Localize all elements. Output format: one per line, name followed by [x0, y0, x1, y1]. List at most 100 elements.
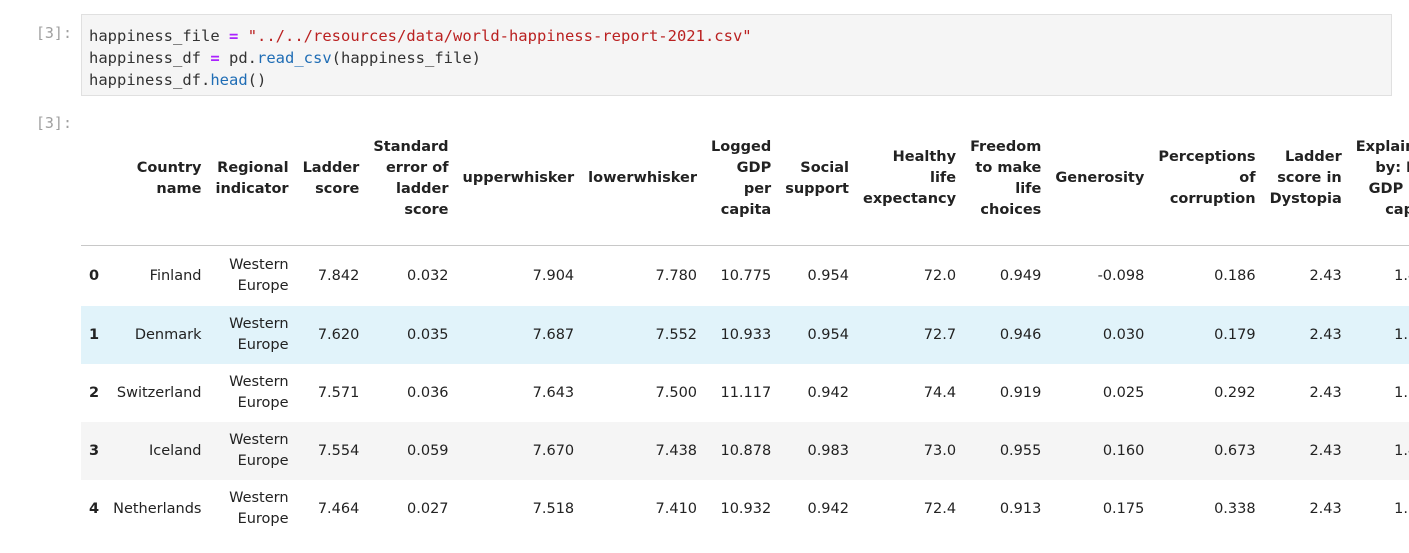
cell-regional-indicator: Western Europe	[208, 246, 295, 306]
column-header-line: choices	[980, 201, 1042, 218]
column-header-line: Standard	[373, 138, 449, 155]
table-cell: 7.438	[655, 442, 698, 459]
column-header-line: Logged	[711, 138, 772, 155]
column-header-line: Country	[136, 159, 202, 176]
output-prompt: [3]:	[35, 114, 72, 132]
table-cell: 10.878	[720, 442, 772, 459]
code-object: pd.	[229, 49, 258, 67]
cell-regional-indicator: Western Europe	[208, 364, 295, 422]
region-line: Western	[229, 256, 289, 273]
column-header-line: to make	[975, 159, 1042, 176]
table-cell: 10.775	[720, 267, 772, 284]
table-cell: 0.955	[999, 442, 1042, 459]
column-header-line: Ladder	[1284, 149, 1342, 165]
table-row[interactable]: 1 Denmark Western Europe 7.620 0.035 7.687 7.55…	[81, 305, 1409, 364]
table-cell: -0.098	[1097, 267, 1145, 284]
column-header-line: Generosity	[1055, 170, 1145, 186]
code-cell-editor[interactable]: happiness_file = "../../resources/data/w…	[81, 14, 1392, 96]
column-header-line: Regional	[217, 159, 289, 176]
table-cell: 0.983	[807, 442, 849, 459]
table-cell: 2.43	[1309, 326, 1342, 343]
table-cell: 7.780	[655, 267, 698, 284]
column-header-line: GDP per	[1368, 180, 1409, 197]
table-cell: 0.919	[999, 384, 1042, 401]
table-cell: 0.949	[999, 267, 1042, 284]
row-index: 0	[89, 267, 100, 284]
table-cell: 0.338	[1214, 500, 1256, 517]
table-cell: 72.0	[923, 267, 957, 284]
table-cell: 7.464	[317, 500, 360, 517]
cell-country-name: Finland	[149, 267, 202, 284]
table-row[interactable]: 2 Switzerland Western Europe 7.571 0.036 7.643…	[81, 364, 1409, 422]
table-cell: 7.670	[532, 442, 575, 459]
table-cell: 0.913	[999, 500, 1042, 517]
table-cell: 0.032	[407, 267, 449, 284]
row-index: 4	[89, 500, 100, 517]
code-operator: =	[229, 27, 239, 45]
dataframe-table: Country name Regional indicator Ladder score S…	[81, 112, 1409, 538]
table-cell: 0.186	[1214, 267, 1256, 284]
table-cell: 7.571	[317, 384, 360, 401]
column-header-line: corruption	[1169, 191, 1256, 207]
row-index: 2	[89, 384, 100, 401]
column-header-line: score	[404, 201, 449, 218]
table-cell: 2.43	[1309, 384, 1342, 401]
cell-country-name: Netherlands	[113, 500, 202, 517]
cell-regional-indicator: Western Europe	[208, 306, 295, 364]
code-variable: happiness_file	[89, 27, 220, 45]
table-cell: 7.518	[532, 500, 575, 517]
code-string: "../../resources/data/world-happiness-re…	[247, 27, 752, 45]
cell-country-name: Iceland	[149, 442, 202, 459]
table-row[interactable]: 4 Netherlands Western Europe 7.464 0.027 7.518…	[81, 480, 1409, 538]
table-cell: 10.932	[720, 500, 772, 517]
table-body: 0 Finland Western Europe 7.842 0.032 7.904 7.78…	[81, 246, 1409, 538]
table-cell: 73.0	[923, 442, 957, 459]
table-row[interactable]: 3 Iceland Western Europe 7.554 0.059 7.670 7.43…	[81, 421, 1409, 480]
region-line: Europe	[237, 394, 289, 411]
table-cell: 0.946	[999, 326, 1042, 343]
table-cell: 72.7	[923, 326, 957, 343]
column-header: Logged GDP per capita	[704, 112, 779, 246]
table-cell: 1.482	[1394, 442, 1409, 459]
column-header: Explained by: Log GDP per capita	[1348, 112, 1409, 246]
table-cell: 7.554	[317, 442, 360, 459]
code-function: read_csv	[257, 49, 332, 67]
column-header-line: Healthy	[892, 149, 957, 165]
table-cell: 11.117	[720, 384, 772, 401]
column-header-line: per	[743, 180, 772, 197]
table-cell: 7.643	[532, 384, 575, 401]
table-cell: 7.842	[317, 267, 360, 284]
code-line-2: happiness_df = pd.read_csv(happiness_fil…	[89, 47, 1391, 69]
column-header: Freedom to make life choices	[963, 112, 1049, 246]
column-header-line: Freedom	[970, 138, 1042, 155]
table-cell: 7.500	[655, 384, 698, 401]
table-cell: 7.687	[532, 326, 575, 343]
column-header-line: support	[785, 180, 849, 197]
column-header: Standard error of ladder score	[366, 112, 456, 246]
table-cell: 0.027	[407, 500, 449, 517]
column-header-line: upperwhisker	[462, 170, 575, 186]
cell-regional-indicator: Western Europe	[208, 480, 295, 538]
table-cell: 1.566	[1394, 384, 1409, 401]
column-header-line: score in	[1277, 170, 1342, 186]
column-header-line: score	[315, 180, 360, 197]
code-variable: happiness_df	[89, 49, 201, 67]
column-header-line: of	[1239, 170, 1256, 186]
code-function: head	[210, 71, 248, 89]
table-cell: 2.43	[1309, 500, 1342, 517]
table-cell: 7.620	[317, 326, 360, 343]
column-header: Social support	[778, 112, 856, 246]
table-cell: 0.059	[407, 442, 449, 459]
table-cell: 1.501	[1394, 500, 1409, 517]
table-cell: 7.552	[655, 326, 698, 343]
region-line: Europe	[237, 510, 289, 527]
table-row[interactable]: 0 Finland Western Europe 7.842 0.032 7.904 7.78…	[81, 246, 1409, 306]
region-line: Western	[229, 431, 289, 448]
table-cell: 0.942	[807, 384, 849, 401]
column-header-line: lowerwhisker	[588, 170, 698, 186]
column-header: lowerwhisker	[581, 112, 705, 246]
column-header-line: Perceptions	[1158, 149, 1256, 165]
table-cell: 0.036	[407, 384, 449, 401]
code-line-1: happiness_file = "../../resources/data/w…	[89, 25, 1391, 47]
column-header: upperwhisker	[455, 112, 582, 246]
